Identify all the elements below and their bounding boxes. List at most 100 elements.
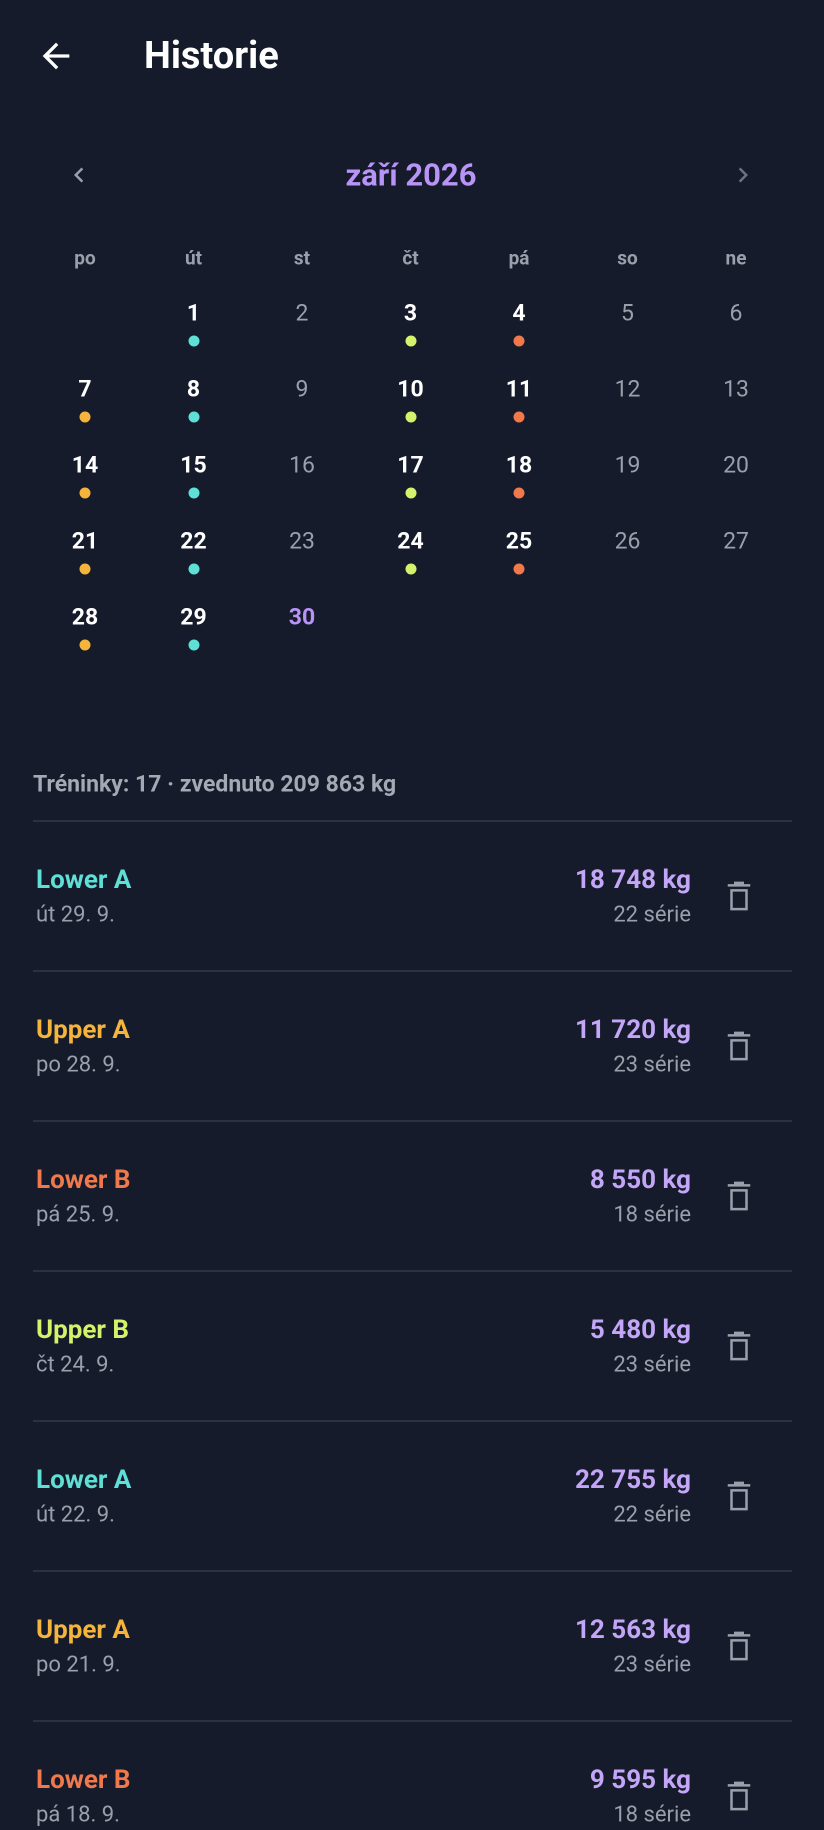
workout-weight: 11 720 kg	[575, 1015, 691, 1045]
workout-weight: 5 480 kg	[589, 1315, 691, 1345]
day[interactable]: 8	[186, 375, 201, 403]
workout-sets: 23 série	[613, 1052, 691, 1078]
day[interactable]: 5	[621, 299, 634, 327]
day-dot	[513, 487, 525, 499]
trash-icon	[727, 1181, 751, 1211]
workout-name[interactable]: Lower A	[36, 865, 132, 895]
workout-sets: 18 série	[613, 1202, 691, 1228]
day[interactable]: 19	[614, 451, 641, 479]
day[interactable]: 21	[71, 527, 99, 555]
day[interactable]: 30	[288, 603, 316, 631]
next-month[interactable]	[728, 160, 758, 190]
day[interactable]: 1	[186, 299, 201, 327]
trash-icon	[727, 1481, 751, 1511]
divider	[33, 1570, 792, 1572]
day-dot	[188, 639, 199, 651]
prev-month[interactable]	[64, 160, 94, 190]
workout-date: út 29. 9.	[36, 902, 115, 928]
summary: Tréninky: 17 · zvednuto 209 863 kg	[33, 770, 397, 798]
day-dot	[79, 411, 91, 423]
day[interactable]: 20	[723, 451, 749, 479]
workout-sets: 22 série	[613, 1502, 691, 1528]
trash-icon	[727, 1631, 751, 1661]
day[interactable]: 17	[397, 451, 424, 479]
delete-button[interactable]	[724, 879, 754, 913]
day[interactable]: 25	[505, 527, 533, 555]
workout-name[interactable]: Lower B	[36, 1165, 131, 1195]
delete-button[interactable]	[724, 1629, 754, 1663]
workout-name[interactable]: Upper B	[36, 1315, 130, 1345]
day[interactable]: 29	[180, 603, 207, 631]
day-dot	[79, 487, 91, 499]
weekday: út	[184, 246, 203, 270]
day[interactable]: 14	[71, 451, 99, 479]
workout-name[interactable]: Lower B	[36, 1765, 131, 1795]
trash-icon	[727, 881, 751, 911]
workout-name[interactable]: Lower A	[36, 1465, 132, 1495]
day[interactable]: 10	[397, 375, 424, 403]
day[interactable]: 11	[505, 375, 533, 403]
day[interactable]: 2	[295, 299, 309, 327]
day-dot	[513, 335, 525, 347]
month-label: září 2026	[345, 156, 477, 194]
workout-weight: 9 595 kg	[589, 1765, 691, 1795]
page-title: Historie	[144, 34, 279, 78]
delete-button[interactable]	[724, 1329, 754, 1363]
day[interactable]: 24	[397, 527, 424, 555]
day[interactable]: 22	[180, 527, 207, 555]
workout-name[interactable]: Upper A	[36, 1015, 130, 1045]
day-dot	[188, 335, 199, 347]
day[interactable]: 12	[614, 375, 641, 403]
workout-date: pá 18. 9.	[36, 1802, 120, 1828]
divider	[33, 970, 792, 972]
weekday: čt	[402, 246, 419, 270]
day-dot	[405, 563, 416, 575]
day[interactable]: 18	[505, 451, 533, 479]
day[interactable]: 6	[729, 299, 743, 327]
divider	[33, 1720, 792, 1722]
day[interactable]: 4	[512, 299, 526, 327]
workout-sets: 23 série	[613, 1652, 691, 1678]
day-dot	[79, 639, 91, 651]
delete-button[interactable]	[724, 1029, 754, 1063]
day[interactable]: 16	[289, 451, 315, 479]
divider	[33, 1270, 792, 1272]
day[interactable]: 3	[403, 299, 418, 327]
workout-sets: 23 série	[613, 1352, 691, 1378]
workout-weight: 8 550 kg	[589, 1165, 691, 1195]
workout-date: po 21. 9.	[36, 1652, 121, 1678]
workout-weight: 12 563 kg	[575, 1615, 691, 1645]
day[interactable]: 27	[723, 527, 749, 555]
day[interactable]: 28	[71, 603, 99, 631]
workout-date: čt 24. 9.	[36, 1352, 115, 1378]
weekday: so	[617, 246, 638, 270]
trash-icon	[727, 1031, 751, 1061]
day-dot	[188, 411, 199, 423]
trash-icon	[727, 1331, 751, 1361]
weekday: ne	[725, 246, 747, 270]
workout-name[interactable]: Upper A	[36, 1615, 130, 1645]
day[interactable]: 7	[78, 375, 92, 403]
day[interactable]: 9	[295, 375, 309, 403]
weekday: po	[74, 246, 96, 270]
workout-date: po 28. 9.	[36, 1052, 121, 1078]
day-dot	[405, 487, 416, 499]
delete-button[interactable]	[724, 1779, 754, 1813]
day-dot	[513, 411, 525, 423]
workout-weight: 18 748 kg	[575, 865, 691, 895]
workout-weight: 22 755 kg	[575, 1465, 691, 1495]
back-button[interactable]	[36, 36, 76, 76]
workout-date: pá 25. 9.	[36, 1202, 120, 1228]
delete-button[interactable]	[724, 1479, 754, 1513]
delete-button[interactable]	[724, 1179, 754, 1213]
day[interactable]: 15	[180, 451, 207, 479]
divider	[33, 1420, 792, 1422]
day[interactable]: 23	[289, 527, 315, 555]
day-dot	[405, 411, 416, 423]
trash-icon	[727, 1781, 751, 1811]
day[interactable]: 13	[723, 375, 749, 403]
workout-sets: 22 série	[613, 902, 691, 928]
divider	[33, 820, 792, 822]
day[interactable]: 26	[614, 527, 641, 555]
day-dot	[188, 487, 199, 499]
